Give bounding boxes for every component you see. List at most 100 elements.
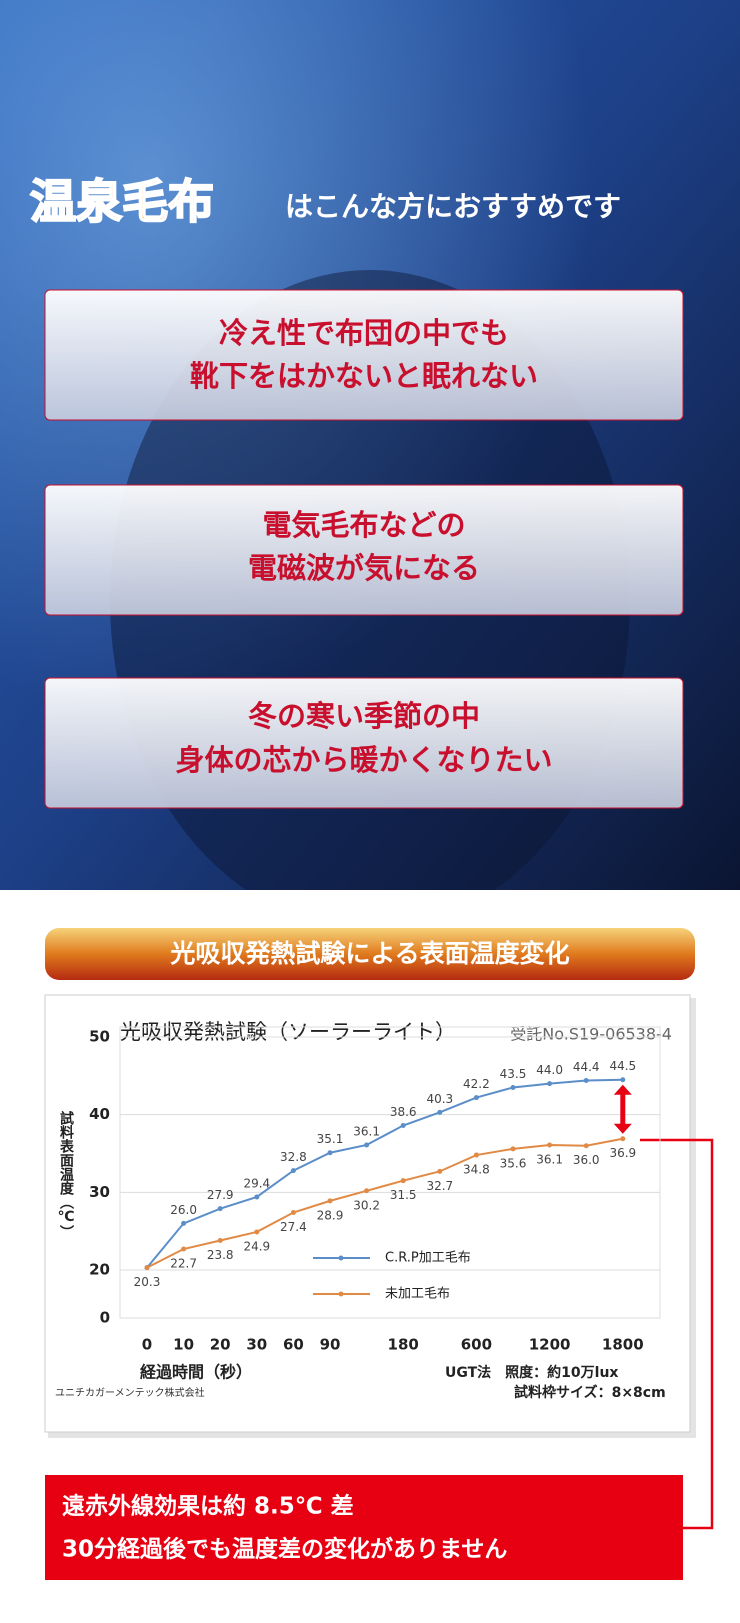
point bbox=[437, 1168, 443, 1174]
credit: ユニチカガーメンテック株式会社 bbox=[55, 1386, 205, 1399]
point bbox=[181, 1220, 187, 1226]
value-label: 43.5 bbox=[500, 1067, 527, 1081]
value-label: 44.5 bbox=[609, 1059, 636, 1073]
point bbox=[254, 1194, 260, 1200]
diff-arrow-head bbox=[613, 1084, 632, 1095]
card-box bbox=[44, 484, 684, 616]
value-label: 27.4 bbox=[280, 1220, 307, 1234]
value-label: 29.4 bbox=[243, 1176, 270, 1190]
point bbox=[217, 1206, 223, 1212]
x-tick-label: 10 bbox=[173, 1336, 194, 1354]
point bbox=[290, 1210, 296, 1216]
point bbox=[364, 1188, 370, 1194]
value-label: 44.0 bbox=[536, 1063, 563, 1077]
card: 冷え性で布団の中でも 靴下をはかないと眠れない bbox=[44, 289, 684, 421]
x-label: 経過時間（秒） bbox=[140, 1363, 252, 1382]
point bbox=[144, 1265, 150, 1271]
connector bbox=[640, 1138, 714, 1530]
note-text: UGT法 照度：約10万lux bbox=[445, 1364, 618, 1381]
x-tick-label: 20 bbox=[210, 1336, 231, 1354]
card-line: 冬の寒い季節の中 bbox=[248, 699, 480, 733]
point bbox=[620, 1077, 626, 1083]
point bbox=[437, 1109, 443, 1115]
value-label: 32.7 bbox=[426, 1179, 453, 1193]
card-line: 靴下をはかないと眠れない bbox=[190, 359, 538, 393]
point bbox=[547, 1142, 553, 1148]
point bbox=[400, 1123, 406, 1129]
brand: 温泉毛布 bbox=[30, 175, 214, 229]
series-line bbox=[146, 1137, 623, 1269]
point bbox=[620, 1136, 626, 1142]
card-line: 冷え性で布団の中でも bbox=[219, 316, 509, 350]
x-tick-label: 600 bbox=[461, 1336, 492, 1354]
series-line bbox=[146, 1078, 623, 1269]
banner bbox=[45, 928, 695, 980]
legend-label: 未加工毛布 bbox=[385, 1287, 450, 1302]
diff-arrow-head bbox=[613, 1123, 632, 1134]
value-label: 27.9 bbox=[207, 1188, 234, 1202]
point bbox=[290, 1168, 296, 1174]
card: 電気毛布などの 電磁波が気になる bbox=[44, 484, 684, 616]
point bbox=[254, 1229, 260, 1235]
point bbox=[473, 1152, 479, 1158]
y-tick-label: 20 bbox=[89, 1261, 110, 1279]
point bbox=[217, 1237, 223, 1243]
value-label: 36.9 bbox=[609, 1146, 636, 1160]
y-tick-label: 30 bbox=[89, 1183, 110, 1201]
value-label: 36.1 bbox=[536, 1152, 563, 1166]
value-label: 32.8 bbox=[280, 1150, 307, 1164]
chart-subtitle: 受託No.S19-06538-4 bbox=[510, 1025, 672, 1044]
x-tick-label: 60 bbox=[283, 1336, 304, 1354]
x-tick-label: 30 bbox=[246, 1336, 267, 1354]
card-box bbox=[44, 289, 684, 421]
value-label: 20.3 bbox=[134, 1275, 161, 1289]
point bbox=[473, 1095, 479, 1101]
value-label: 22.7 bbox=[170, 1257, 197, 1271]
x-tick-label: 1800 bbox=[602, 1336, 644, 1354]
value-label: 28.9 bbox=[317, 1208, 344, 1222]
point bbox=[181, 1246, 187, 1252]
legend-marker bbox=[338, 1255, 344, 1261]
tagline: はこんな方におすすめです bbox=[285, 190, 621, 223]
banner-text: 光吸収発熱試験による表面温度変化 bbox=[169, 939, 569, 968]
point bbox=[327, 1198, 333, 1204]
x-tick-label: 180 bbox=[388, 1336, 419, 1354]
x-tick-label: 1200 bbox=[529, 1336, 571, 1354]
note-box bbox=[45, 1475, 683, 1580]
note-line: 遠赤外線効果は約 8.5℃ 差 bbox=[62, 1493, 354, 1520]
point bbox=[510, 1146, 516, 1152]
point bbox=[510, 1084, 516, 1090]
point bbox=[327, 1150, 333, 1156]
value-label: 23.8 bbox=[207, 1248, 234, 1262]
value-label: 30.2 bbox=[353, 1198, 380, 1212]
legend-marker bbox=[338, 1291, 344, 1297]
value-label: 26.0 bbox=[170, 1203, 197, 1217]
y-tick-label: 50 bbox=[89, 1028, 110, 1046]
legend-label: C.R.P加工毛布 bbox=[385, 1251, 471, 1266]
card-line: 電磁波が気になる bbox=[248, 551, 480, 585]
point bbox=[364, 1142, 370, 1148]
y-tick-label: 0 bbox=[100, 1309, 110, 1327]
value-label: 35.6 bbox=[500, 1156, 527, 1170]
value-label: 36.0 bbox=[573, 1153, 600, 1167]
chart-title: 光吸収発熱試験（ソーラーライト） bbox=[120, 1020, 456, 1044]
card: 冬の寒い季節の中 身体の芯から暖かくなりたい bbox=[44, 677, 684, 809]
chart-card bbox=[44, 994, 691, 1433]
point bbox=[547, 1081, 553, 1087]
note-line: 30分経過後でも温度差の変化がありません bbox=[62, 1536, 507, 1563]
value-label: 34.8 bbox=[463, 1163, 490, 1177]
value-label: 36.1 bbox=[353, 1124, 380, 1138]
x-tick-label: 0 bbox=[142, 1336, 152, 1354]
plot-frame bbox=[119, 1026, 661, 1319]
x-tick-label: 90 bbox=[320, 1336, 341, 1354]
card-box bbox=[44, 677, 684, 809]
value-label: 40.3 bbox=[426, 1092, 453, 1106]
value-label: 44.4 bbox=[573, 1060, 600, 1074]
card-line: 身体の芯から暖かくなりたい bbox=[175, 743, 552, 777]
point bbox=[583, 1143, 589, 1149]
card-line: 電気毛布などの bbox=[262, 508, 465, 542]
value-label: 42.2 bbox=[463, 1077, 490, 1091]
y-label: 試料表面温度（℃） bbox=[57, 1110, 75, 1239]
note-text: 試料枠サイズ：8×8cm bbox=[514, 1384, 666, 1401]
